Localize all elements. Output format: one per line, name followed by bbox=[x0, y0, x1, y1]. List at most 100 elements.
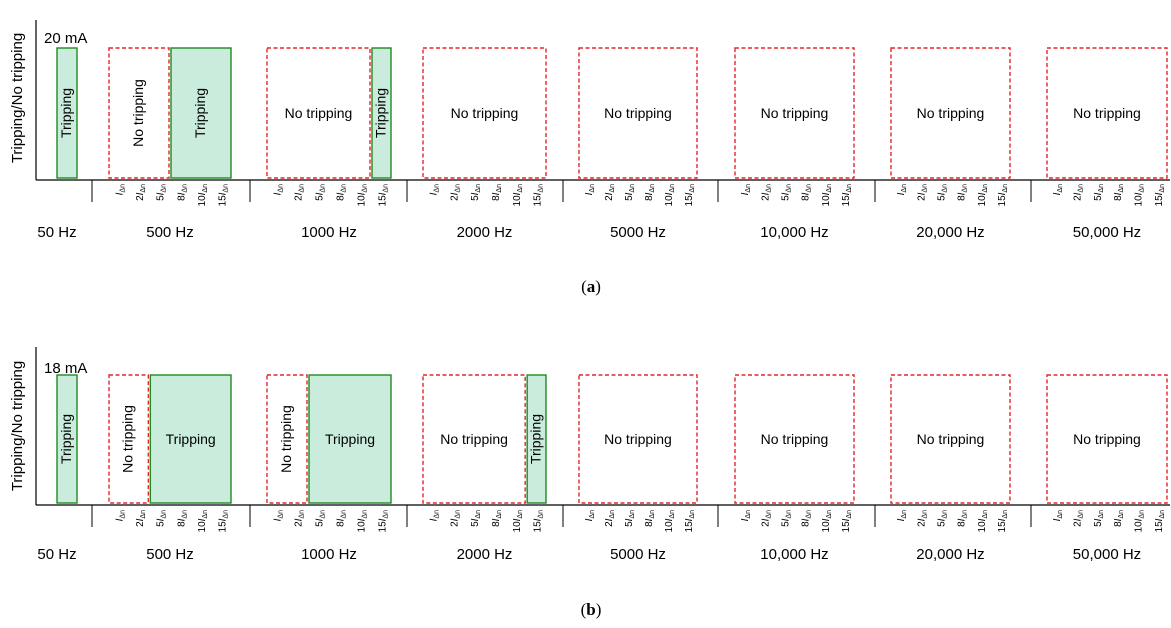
tick-subscript: Δn bbox=[785, 510, 792, 519]
box-label: No tripping bbox=[1073, 105, 1141, 121]
tick-label: 5IΔn bbox=[315, 184, 327, 201]
frequency-label: 50 Hz bbox=[37, 224, 76, 241]
tick-multiplier: 15 bbox=[684, 521, 695, 533]
tick-label: 5IΔn bbox=[1093, 510, 1105, 527]
tick-symbol: I bbox=[604, 518, 615, 521]
box-label: No tripping bbox=[917, 431, 985, 447]
tick-multiplier: 5 bbox=[1093, 195, 1104, 201]
tick-symbol: I bbox=[624, 518, 635, 521]
box-label: Tripping bbox=[325, 431, 375, 447]
tick-multiplier: 15 bbox=[997, 521, 1008, 533]
panel-caption: (a) bbox=[581, 277, 601, 296]
frequency-label: 50 Hz bbox=[37, 546, 76, 563]
box-label: No tripping bbox=[604, 105, 672, 121]
tick-subscript: Δn bbox=[362, 510, 369, 519]
tick-subscript: Δn bbox=[517, 184, 524, 193]
tick-label: 8IΔn bbox=[176, 510, 188, 527]
frequency-label: 20,000 Hz bbox=[916, 224, 984, 241]
tick-symbol: I bbox=[584, 518, 595, 521]
box-label: Tripping bbox=[58, 414, 74, 464]
tick-symbol: I bbox=[684, 518, 695, 521]
tick-label: 10IΔn bbox=[664, 184, 676, 207]
tick-subscript: Δn bbox=[806, 184, 813, 193]
tick-label: IΔn bbox=[896, 510, 908, 521]
tick-symbol: I bbox=[428, 518, 439, 521]
tick-subscript: Δn bbox=[475, 510, 482, 519]
tick-subscript: Δn bbox=[921, 510, 928, 519]
tick-subscript: Δn bbox=[1098, 510, 1105, 519]
box-label: No tripping bbox=[1073, 431, 1141, 447]
tick-subscript: Δn bbox=[785, 184, 792, 193]
frequency-label: 500 Hz bbox=[146, 546, 194, 563]
tick-subscript: Δn bbox=[202, 184, 209, 193]
tick-subscript: Δn bbox=[901, 184, 908, 193]
tick-subscript: Δn bbox=[765, 184, 772, 193]
tick-multiplier: 8 bbox=[491, 195, 502, 201]
tick-subscript: Δn bbox=[383, 184, 390, 193]
tick-symbol: I bbox=[156, 192, 167, 195]
tick-multiplier: 2 bbox=[604, 195, 615, 201]
tick-label: IΔn bbox=[1052, 510, 1064, 521]
box-label: Tripping bbox=[373, 88, 389, 138]
tick-subscript: Δn bbox=[669, 510, 676, 519]
tick-symbol: I bbox=[997, 192, 1008, 195]
tick-subscript: Δn bbox=[962, 510, 969, 519]
tick-multiplier: 10 bbox=[197, 521, 208, 533]
tick-multiplier: 8 bbox=[801, 521, 812, 527]
frequency-label: 10,000 Hz bbox=[760, 546, 828, 563]
frequency-label: 5000 Hz bbox=[610, 546, 666, 563]
tick-subscript: Δn bbox=[649, 510, 656, 519]
caption-letter: a bbox=[587, 277, 596, 296]
tick-multiplier: 10 bbox=[512, 521, 523, 533]
frequency-label: 50,000 Hz bbox=[1073, 224, 1141, 241]
tick-subscript: Δn bbox=[140, 510, 147, 519]
tick-symbol: I bbox=[801, 518, 812, 521]
tick-multiplier: 8 bbox=[1113, 521, 1124, 527]
tick-symbol: I bbox=[1073, 192, 1084, 195]
tick-subscript: Δn bbox=[982, 510, 989, 519]
tick-label: 5IΔn bbox=[470, 510, 482, 527]
caption-letter: b bbox=[586, 600, 595, 619]
tick-multiplier: 8 bbox=[801, 195, 812, 201]
box-label: Tripping bbox=[58, 88, 74, 138]
tick-symbol: I bbox=[1113, 192, 1124, 195]
tick-symbol: I bbox=[1134, 518, 1145, 521]
box-label: No tripping bbox=[917, 105, 985, 121]
tick-multiplier: 5 bbox=[780, 195, 791, 201]
tick-label: 2IΔn bbox=[135, 184, 147, 201]
tick-label: 15IΔn bbox=[218, 510, 230, 533]
tick-subscript: Δn bbox=[1159, 510, 1166, 519]
tick-multiplier: 8 bbox=[336, 195, 347, 201]
tick-multiplier: 15 bbox=[684, 195, 695, 207]
tick-subscript: Δn bbox=[320, 184, 327, 193]
tick-label: 5IΔn bbox=[936, 510, 948, 527]
box-label: No tripping bbox=[285, 105, 353, 121]
tick-label: 15IΔn bbox=[684, 184, 696, 207]
tick-subscript: Δn bbox=[669, 184, 676, 193]
frequency-label: 2000 Hz bbox=[457, 224, 513, 241]
tick-label: 10IΔn bbox=[977, 184, 989, 207]
tick-subscript: Δn bbox=[161, 510, 168, 519]
tick-multiplier: 5 bbox=[156, 195, 167, 201]
threshold-label: 20 mA bbox=[44, 30, 87, 47]
tick-subscript: Δn bbox=[299, 510, 306, 519]
tick-label: IΔn bbox=[740, 184, 752, 195]
tick-multiplier: 5 bbox=[1093, 521, 1104, 527]
tick-multiplier: 5 bbox=[470, 195, 481, 201]
tick-multiplier: 8 bbox=[644, 521, 655, 527]
tick-multiplier: 2 bbox=[135, 521, 146, 527]
box-label: No tripping bbox=[120, 405, 136, 473]
tick-multiplier: 10 bbox=[664, 195, 675, 207]
tick-subscript: Δn bbox=[846, 510, 853, 519]
tick-subscript: Δn bbox=[454, 510, 461, 519]
tick-label: IΔn bbox=[428, 510, 440, 521]
tick-subscript: Δn bbox=[1118, 184, 1125, 193]
tick-symbol: I bbox=[315, 518, 326, 521]
tick-label: 15IΔn bbox=[997, 510, 1009, 533]
tick-multiplier: 15 bbox=[1154, 195, 1165, 207]
tick-label: 10IΔn bbox=[357, 184, 369, 207]
tick-subscript: Δn bbox=[140, 184, 147, 193]
tick-subscript: Δn bbox=[538, 510, 545, 519]
tick-subscript: Δn bbox=[1078, 184, 1085, 193]
tick-label: 2IΔn bbox=[604, 510, 616, 527]
